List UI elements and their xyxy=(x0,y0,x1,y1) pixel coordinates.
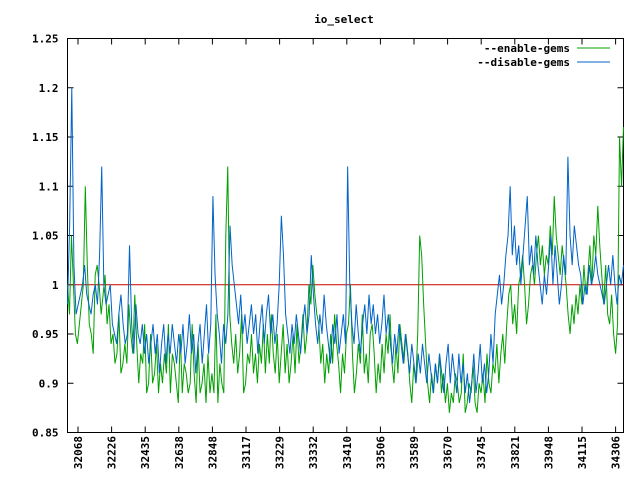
y-tick-label: 0.85 xyxy=(32,427,59,440)
x-tick-label: 32848 xyxy=(206,436,219,469)
x-tick-label: 32068 xyxy=(72,436,85,469)
plot-area xyxy=(67,38,624,433)
y-tick-label: 0.9 xyxy=(39,377,59,390)
x-tick-label: 33506 xyxy=(374,436,387,469)
y-axis: 0.85 0.9 0.95 1 1.05 1.1 1.15 1.2 1.25 xyxy=(32,33,624,440)
x-tick-label: 32435 xyxy=(139,436,152,469)
y-tick-label: 1.1 xyxy=(39,180,59,193)
y-tick-label: 1.05 xyxy=(32,230,59,243)
chart-title: io_select xyxy=(314,13,374,26)
legend-label-2: --disable-gems xyxy=(477,56,570,69)
x-tick-label: 34306 xyxy=(610,436,623,469)
x-tick-label: 33117 xyxy=(240,436,253,469)
x-tick-label: 32226 xyxy=(106,436,119,469)
series-line-1 xyxy=(67,127,624,413)
series-line-2 xyxy=(67,87,624,404)
y-tick-label: 1.25 xyxy=(32,33,59,46)
x-tick-label: 33821 xyxy=(509,436,522,469)
x-axis: 32068 32226 32435 32638 32848 33117 33229 33332… xyxy=(72,38,623,469)
x-tick-label: 33948 xyxy=(542,436,555,469)
x-tick-label: 33332 xyxy=(307,436,320,469)
x-tick-label: 32638 xyxy=(173,436,186,469)
x-tick-label: 33745 xyxy=(475,436,488,469)
y-tick-label: 1.2 xyxy=(39,82,59,95)
x-tick-label: 33410 xyxy=(341,436,354,469)
x-tick-label: 34115 xyxy=(576,436,589,469)
x-tick-label: 33589 xyxy=(408,436,421,469)
y-tick-label: 0.95 xyxy=(32,328,59,341)
y-tick-label: 1.15 xyxy=(32,131,59,144)
y-tick-label: 1 xyxy=(52,279,59,292)
legend-label-1: --enable-gems xyxy=(484,42,570,55)
x-tick-label: 33229 xyxy=(274,436,287,469)
x-tick-label: 33670 xyxy=(442,436,455,469)
series-layer xyxy=(67,87,624,413)
legend: --enable-gems--disable-gems xyxy=(477,42,610,69)
